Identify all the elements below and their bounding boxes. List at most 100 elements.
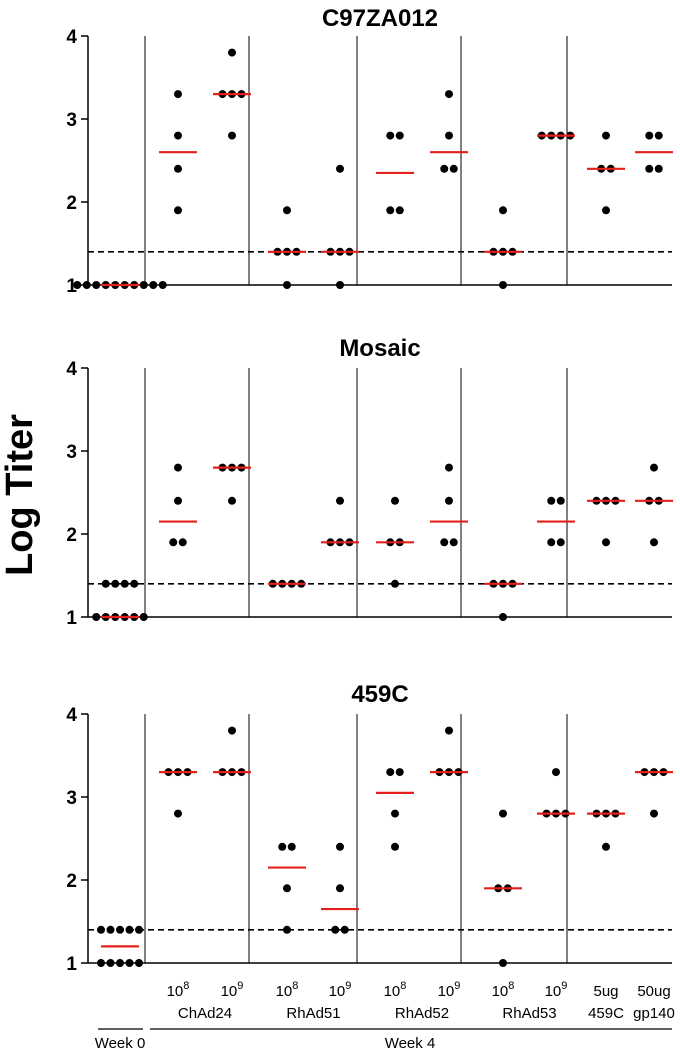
y-axis-label: Log Titer <box>0 414 41 576</box>
data-point <box>228 131 236 140</box>
data-point <box>287 842 296 851</box>
data-point <box>169 538 178 547</box>
data-point <box>116 925 124 934</box>
data-point <box>395 206 404 215</box>
data-point <box>391 842 399 851</box>
data-point <box>499 809 507 818</box>
data-point <box>283 206 291 215</box>
dose-label: 108 <box>384 980 407 1000</box>
data-point <box>336 496 344 505</box>
data-point <box>445 463 453 472</box>
panel-title: 459C <box>351 681 408 708</box>
data-point <box>174 809 182 818</box>
data-point <box>106 959 115 967</box>
data-point <box>386 206 395 215</box>
data-point <box>552 768 560 777</box>
data-point <box>139 613 148 621</box>
data-point <box>331 925 340 934</box>
data-point <box>556 538 565 547</box>
data-point <box>174 131 182 140</box>
data-point <box>336 842 344 851</box>
data-point <box>395 768 404 777</box>
data-point <box>336 884 344 893</box>
data-point <box>602 131 610 140</box>
y-tick-label: 4 <box>66 705 77 726</box>
x-axis-labels: 108 ChAd24 109 108 RhAd51 109 108 RhAd52 109 108 R… <box>95 980 675 1052</box>
data-point <box>158 281 167 289</box>
y-tick-label: 2 <box>66 871 77 892</box>
y-tick-label: 4 <box>66 27 77 48</box>
dose-label: 108 <box>492 980 515 1000</box>
data-point <box>228 726 236 735</box>
y-tick-label: 3 <box>66 442 77 463</box>
dose-label: 50ug <box>637 983 670 1000</box>
y-tick-label: 3 <box>66 788 77 809</box>
data-point <box>111 579 120 588</box>
panel-1: Mosaic 1 2 3 4 <box>66 335 673 629</box>
data-point <box>149 281 158 289</box>
y-tick-label: 2 <box>66 525 77 546</box>
panel-2: 459C 1 2 3 4 <box>66 681 673 975</box>
data-point <box>92 613 101 621</box>
data-point <box>340 925 349 934</box>
data-point <box>445 726 453 735</box>
data-point <box>228 496 236 505</box>
data-point <box>395 131 404 140</box>
data-point <box>73 281 82 289</box>
data-point <box>645 164 654 173</box>
dose-label: 109 <box>329 980 352 1000</box>
data-point <box>445 90 453 99</box>
data-point <box>391 579 399 588</box>
dose-label: 109 <box>438 980 461 1000</box>
data-point <box>499 959 507 967</box>
data-point <box>602 206 610 215</box>
data-point <box>135 925 143 934</box>
data-point <box>106 925 115 934</box>
data-point <box>135 959 143 967</box>
data-point <box>499 613 507 621</box>
data-point <box>386 768 395 777</box>
y-tick-label: 1 <box>66 954 77 975</box>
data-point <box>336 281 344 289</box>
vector-label: RhAd53 <box>502 1005 556 1022</box>
data-point <box>228 48 236 57</box>
data-point <box>556 496 565 505</box>
data-point <box>449 164 458 173</box>
data-point <box>499 206 507 215</box>
vector-label: 459C <box>588 1005 624 1022</box>
data-point <box>650 809 658 818</box>
data-point <box>125 959 134 967</box>
y-tick-label: 1 <box>66 608 77 629</box>
panels: C97ZA012 1 2 3 4 Mosaic 1 2 3 4 459C 1 2 3 4 <box>66 5 673 975</box>
data-point <box>178 538 187 547</box>
dose-label: 108 <box>276 980 299 1000</box>
data-point <box>602 538 610 547</box>
data-point <box>445 131 453 140</box>
data-point <box>499 281 507 289</box>
week0-label: Week 0 <box>95 1035 146 1052</box>
data-point <box>174 164 182 173</box>
y-tick-label: 3 <box>66 110 77 131</box>
data-point <box>547 496 556 505</box>
panel-0: C97ZA012 1 2 3 4 <box>66 5 673 297</box>
data-point <box>101 579 110 588</box>
data-point <box>174 90 182 99</box>
vector-label: gp140 <box>633 1005 675 1022</box>
data-point <box>650 463 658 472</box>
data-point <box>386 131 395 140</box>
dose-label: 108 <box>167 980 190 1000</box>
vector-label: RhAd51 <box>286 1005 340 1022</box>
panel-title: Mosaic <box>339 335 420 362</box>
data-point <box>440 164 449 173</box>
data-point <box>82 281 91 289</box>
data-point <box>547 538 556 547</box>
data-point <box>97 925 105 934</box>
week4-label: Week 4 <box>385 1035 436 1052</box>
data-point <box>654 131 663 140</box>
data-point <box>336 164 344 173</box>
data-point <box>449 538 458 547</box>
dose-label: 5ug <box>593 983 618 1000</box>
y-tick-label: 1 <box>66 276 77 297</box>
data-point <box>92 281 101 289</box>
